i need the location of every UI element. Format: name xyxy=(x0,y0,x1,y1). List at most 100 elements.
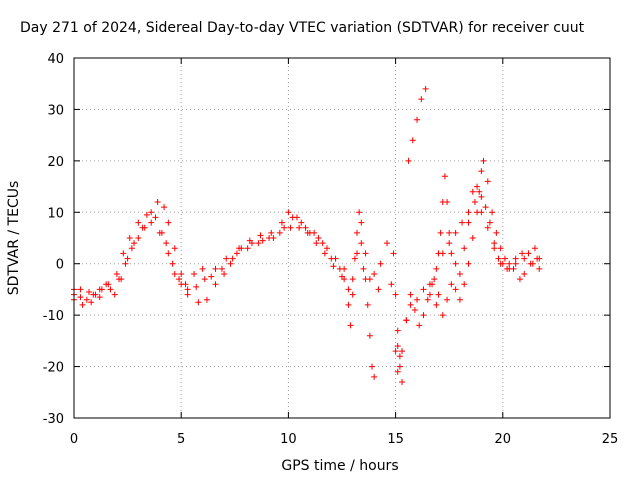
data-point xyxy=(459,219,466,226)
data-point xyxy=(364,301,371,308)
x-axis-label: GPS time / hours xyxy=(281,458,398,474)
data-point xyxy=(448,281,455,288)
data-point xyxy=(356,209,363,216)
data-point xyxy=(156,229,163,236)
data-point xyxy=(347,322,354,329)
x-axis: 0 5 10 15 20 25 xyxy=(70,58,618,447)
data-point xyxy=(426,281,433,288)
data-point xyxy=(424,296,431,303)
data-point xyxy=(360,265,367,272)
data-point xyxy=(77,286,84,293)
data-point xyxy=(83,296,90,303)
data-point xyxy=(246,237,253,244)
data-point xyxy=(169,260,176,267)
data-point xyxy=(354,229,361,236)
series-points xyxy=(345,199,543,355)
data-point xyxy=(195,299,202,306)
y-axis: -30 -20 -10 0 10 20 30 40 xyxy=(43,52,610,427)
data-point xyxy=(456,296,463,303)
data-point xyxy=(405,157,412,164)
data-point xyxy=(184,291,191,298)
data-point xyxy=(375,286,382,293)
data-point xyxy=(420,286,427,293)
data-point xyxy=(287,224,294,231)
data-point xyxy=(244,245,251,252)
data-point xyxy=(111,291,118,298)
data-point xyxy=(497,245,504,252)
data-point xyxy=(407,291,414,298)
data-point xyxy=(399,379,406,385)
data-point xyxy=(446,240,453,247)
data-point xyxy=(118,276,125,283)
data-point xyxy=(298,219,305,226)
data-point xyxy=(377,260,384,267)
data-point xyxy=(452,229,459,236)
grid xyxy=(74,58,610,418)
data-point xyxy=(208,273,215,280)
data-point xyxy=(469,235,476,241)
y-axis-label: SDTVAR / TECUs xyxy=(6,181,22,296)
data-point xyxy=(407,301,414,308)
x-tick-label: 20 xyxy=(495,432,512,447)
data-point xyxy=(519,250,526,257)
data-point xyxy=(527,260,534,267)
data-point xyxy=(330,263,337,270)
plot-frame xyxy=(73,57,611,419)
data-point xyxy=(452,286,459,293)
data-point xyxy=(182,281,189,288)
data-point xyxy=(233,250,240,257)
y-tick-label: 20 xyxy=(47,155,64,170)
data-point xyxy=(394,327,401,334)
data-point xyxy=(351,255,358,262)
data-point xyxy=(86,289,93,295)
data-point xyxy=(482,204,489,211)
data-point xyxy=(484,178,491,185)
data-point xyxy=(345,301,352,308)
data-point xyxy=(212,265,219,272)
series-points xyxy=(71,209,343,298)
data-point xyxy=(281,224,288,231)
data-point xyxy=(531,245,538,252)
data-point xyxy=(534,255,541,262)
data-point xyxy=(270,235,277,241)
data-point xyxy=(268,229,275,236)
data-point xyxy=(394,343,401,349)
data-point xyxy=(148,209,155,216)
chart-title: Day 271 of 2024, Sidereal Day-to-day VTE… xyxy=(20,20,585,36)
data-point xyxy=(255,240,262,247)
data-point xyxy=(201,276,208,283)
data-point xyxy=(161,204,168,211)
data-point xyxy=(371,373,378,380)
data-point xyxy=(396,353,403,360)
data-point xyxy=(354,250,361,257)
data-point xyxy=(341,276,348,283)
data-point xyxy=(493,229,500,236)
data-point xyxy=(495,255,502,262)
data-point xyxy=(396,363,403,370)
data-point xyxy=(315,235,322,241)
data-point xyxy=(480,157,487,164)
data-point xyxy=(499,260,506,267)
data-point xyxy=(154,199,161,205)
data-point xyxy=(474,209,481,216)
data-point xyxy=(79,301,86,308)
data-point xyxy=(358,240,365,247)
data-point xyxy=(433,301,440,308)
data-point xyxy=(491,240,498,247)
data-point xyxy=(474,183,481,190)
data-point xyxy=(456,271,463,277)
data-point xyxy=(394,368,401,375)
series-points xyxy=(433,157,541,308)
data-point xyxy=(465,260,472,267)
data-point xyxy=(319,240,326,247)
data-point xyxy=(126,235,133,241)
series-points xyxy=(392,85,543,375)
data-point xyxy=(229,255,236,262)
data-point xyxy=(223,255,230,262)
x-tick-label: 15 xyxy=(387,432,404,447)
data-point xyxy=(418,96,425,103)
data-point xyxy=(349,276,356,283)
data-point xyxy=(435,291,442,298)
data-point xyxy=(88,299,95,306)
